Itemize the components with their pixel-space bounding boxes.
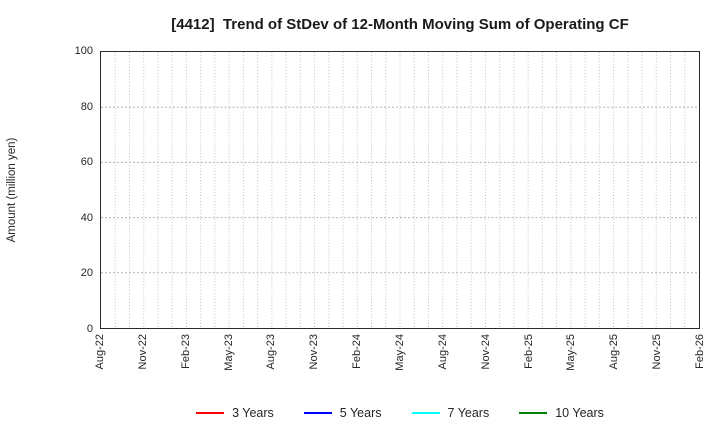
x-tick-label: Aug-22 xyxy=(94,334,106,370)
legend-item-label: 5 Years xyxy=(339,406,382,420)
legend-item: 10 Years xyxy=(519,406,604,420)
legend-line-swatch xyxy=(303,411,332,415)
x-tick-label: Aug-25 xyxy=(608,334,621,370)
x-tick-label: Nov-23 xyxy=(308,334,321,370)
x-tick-label: May-23 xyxy=(222,334,235,371)
x-tick-label: May-25 xyxy=(565,334,578,371)
y-tick-label: 60 xyxy=(80,156,93,169)
legend-item: 5 Years xyxy=(303,406,382,420)
x-tick-label: Nov-25 xyxy=(651,334,664,370)
y-tick-label: 80 xyxy=(80,100,93,113)
x-tick-label: Feb-25 xyxy=(522,334,535,369)
legend-line-swatch xyxy=(519,411,548,415)
legend: 3 Years 5 Years 7 Years 10 Years xyxy=(100,404,700,422)
legend-item-label: 7 Years xyxy=(447,406,490,420)
legend-item-label: 10 Years xyxy=(555,406,604,420)
plot-area xyxy=(100,51,700,329)
x-tick-label: May-24 xyxy=(394,334,406,371)
plot-grid xyxy=(101,52,699,328)
y-tick-label: 20 xyxy=(80,267,93,280)
y-tick-label: 0 xyxy=(86,323,93,335)
x-tick-label: Nov-24 xyxy=(479,334,492,370)
y-tick-label: 100 xyxy=(74,45,93,57)
y-tick-label: 40 xyxy=(80,211,93,224)
x-tick-label: Feb-24 xyxy=(351,334,364,369)
legend-line-swatch xyxy=(196,411,225,415)
y-axis-title: Amount (million yen) xyxy=(6,137,18,243)
x-tick-label: Aug-23 xyxy=(265,334,278,370)
chart-title: [4412] Trend of StDev of 12-Month Moving… xyxy=(171,16,629,33)
legend-item-label: 3 Years xyxy=(232,406,274,420)
x-tick-label: Nov-22 xyxy=(136,334,149,370)
x-tick-label: Feb-23 xyxy=(179,334,192,369)
legend-line-swatch xyxy=(411,411,440,415)
x-tick-label: Feb-26 xyxy=(694,334,706,369)
legend-item: 3 Years xyxy=(196,406,274,420)
legend-item: 7 Years xyxy=(411,406,490,420)
x-tick-label: Aug-24 xyxy=(436,334,449,370)
